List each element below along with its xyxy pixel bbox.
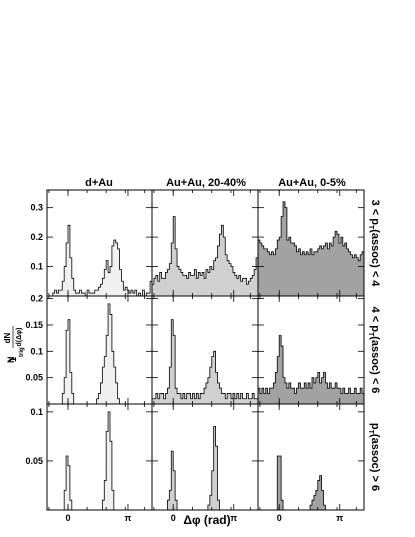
- panel-r1-c2: [151, 189, 259, 297]
- panel-frame: [257, 403, 365, 511]
- x-tick-label: 0: [65, 513, 70, 523]
- y-tick-label: 0.2: [30, 232, 43, 242]
- y-label-numerator: dN: [3, 332, 12, 343]
- x-tick-label: 0: [277, 513, 282, 523]
- panel-frame: [151, 295, 259, 405]
- histogram-series: [257, 335, 365, 405]
- histogram-series: [257, 201, 365, 297]
- row-title-2: 4 < pT(assoc) < 6: [367, 307, 381, 394]
- x-tick-label: π: [125, 513, 132, 523]
- panel-r2-c2: [151, 295, 259, 405]
- row-titles: 3 < pT(assoc) < 4 4 < pT(assoc) < 6 pT(ass…: [367, 200, 381, 492]
- y-label-prefix: 1: [8, 357, 18, 362]
- panel-r2-c1: [46, 295, 153, 405]
- histogram-series: [47, 303, 152, 405]
- panel-r2-c3: [257, 295, 365, 405]
- panel-frame: [46, 295, 153, 405]
- histogram-series: [152, 426, 258, 511]
- y-tick-label: 0.15: [25, 320, 43, 330]
- y-tick-label: 0.1: [30, 407, 43, 417]
- panel-r1-c1: [46, 189, 153, 297]
- histogram-series: [47, 224, 153, 297]
- x-tick-label: π: [336, 513, 343, 523]
- y-axis-label: 1 trig N dN d(Δφ): [3, 326, 25, 363]
- y-tick-label: 0.05: [25, 456, 43, 466]
- column-title-auau-20-40: Au+Au, 20-40%: [166, 177, 246, 189]
- x-tick-label: 0: [171, 513, 176, 523]
- histogram-series: [151, 216, 259, 297]
- histogram-series: [47, 411, 152, 511]
- panel-r3-c2: [151, 403, 259, 511]
- panel-frame: [151, 403, 259, 511]
- panel-frame: [46, 403, 153, 511]
- row-title-3: pT(assoc) > 6: [367, 423, 381, 491]
- histogram-series: [151, 319, 259, 405]
- y-tick-label: 0.3: [30, 203, 43, 213]
- y-axes: 0.1 0.2 0.3 0.05 0.1 0.15 0.2 0.05 0.1: [25, 203, 43, 466]
- y-label-trig: trig: [19, 347, 25, 357]
- panel-r1-c3: [257, 189, 365, 297]
- column-title-dau: d+Au: [85, 177, 113, 189]
- y-tick-label: 0.05: [25, 373, 43, 383]
- panels: [46, 189, 365, 511]
- panel-r3-c1: [46, 403, 153, 511]
- row-title-1: 3 < pT(assoc) < 4: [367, 200, 381, 288]
- panel-frame: [46, 189, 153, 297]
- x-tick-label: π: [230, 513, 237, 523]
- x-axis: 0 π 0 π 0 π: [65, 513, 343, 523]
- y-tick-label: 0.2: [30, 294, 43, 304]
- panel-r3-c3: [257, 403, 365, 511]
- y-tick-label: 0.1: [30, 262, 43, 272]
- histogram-series: [258, 455, 364, 511]
- y-label-n: N: [6, 357, 16, 364]
- y-tick-label: 0.1: [30, 346, 43, 356]
- column-title-auau-0-5: Au+Au, 0-5%: [278, 177, 346, 189]
- x-axis-label: Δφ (rad): [183, 513, 230, 527]
- y-label-denominator: d(Δφ): [16, 328, 23, 347]
